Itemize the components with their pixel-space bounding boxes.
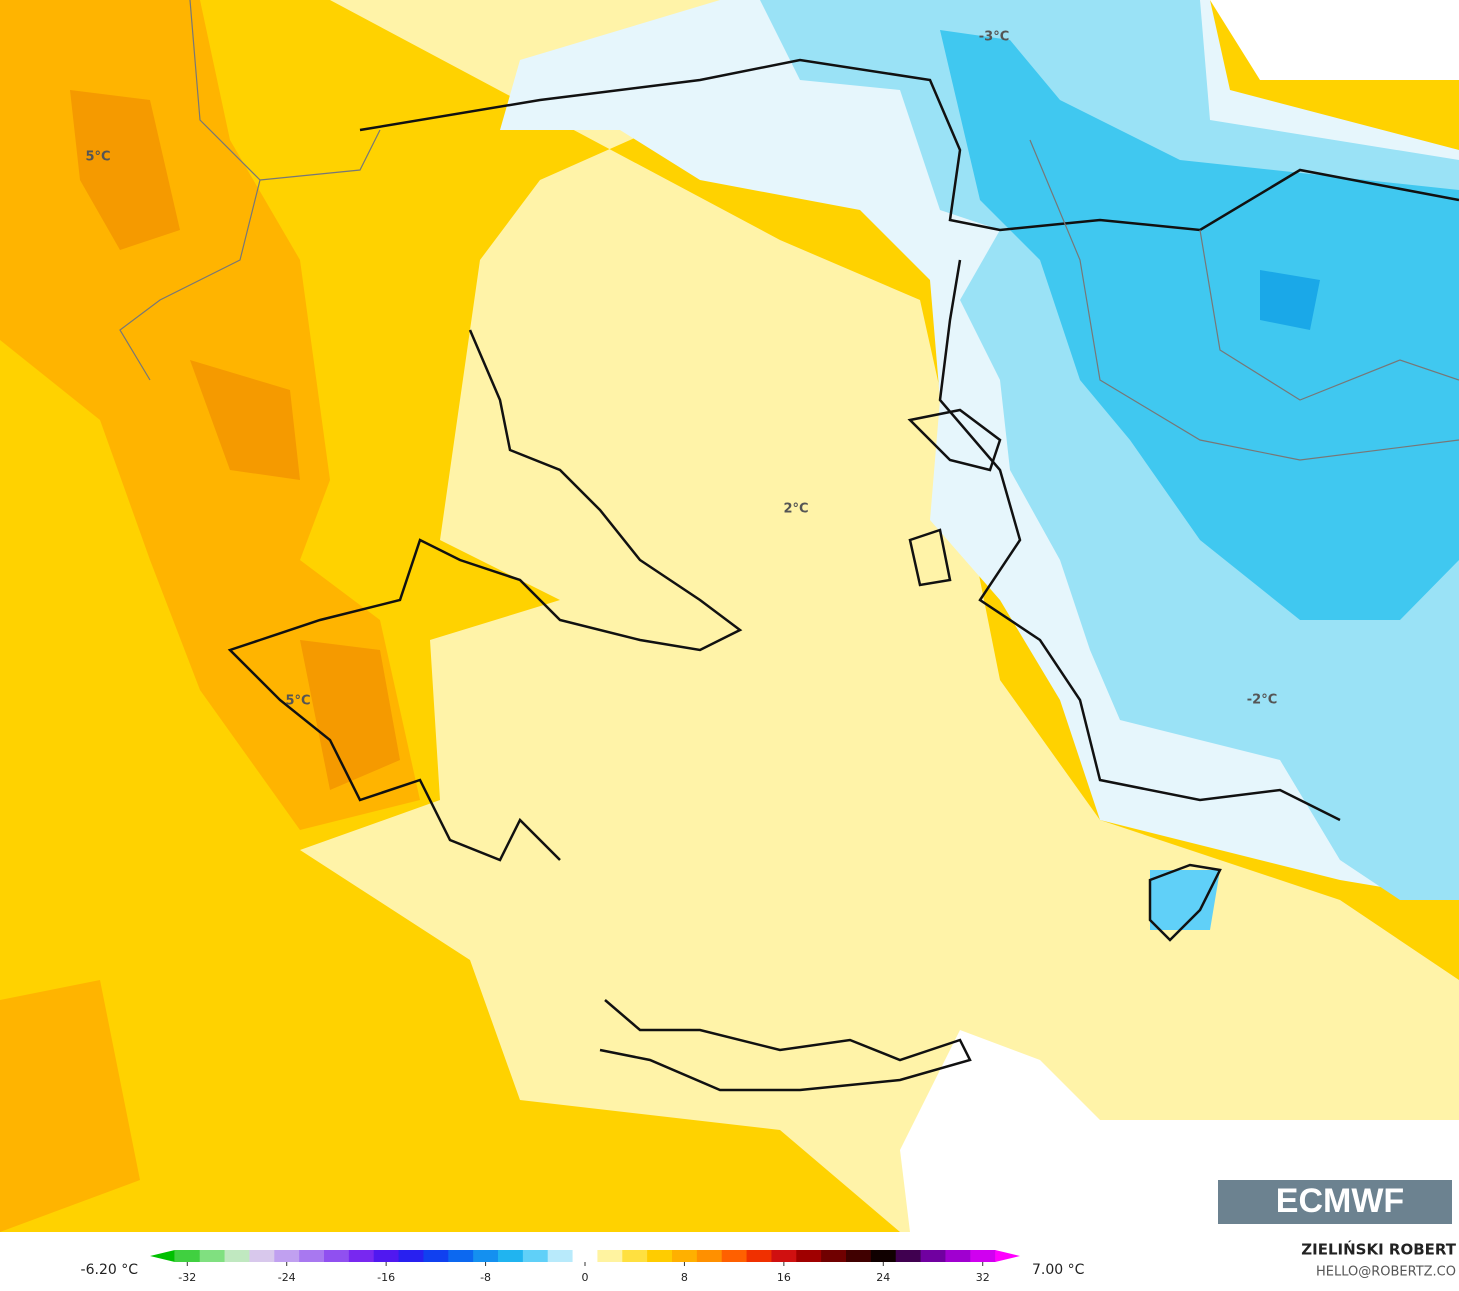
colorbar-segment: [448, 1250, 474, 1262]
colorbar-segment: [522, 1250, 549, 1262]
colorbar-segment: [324, 1250, 350, 1262]
colorbar-segment: [945, 1250, 971, 1262]
border: [1199, 229, 1459, 401]
colorbar-min: -6.20 °C: [81, 1262, 139, 1278]
colorbar-segment: [895, 1250, 922, 1262]
colorbar-segment: [348, 1250, 375, 1262]
author: ZIELIŃSKI ROBERT: [1301, 1240, 1456, 1259]
border: [1029, 139, 1459, 461]
field-dark-orange: [300, 640, 400, 790]
field-cold: [1150, 870, 1220, 930]
colorbar-segment: [647, 1250, 673, 1262]
contour-label: -2°C: [1247, 693, 1277, 708]
colorbar-segment: [672, 1250, 698, 1262]
border: [119, 0, 261, 381]
chios: [908, 528, 952, 587]
field-dark-orange: [70, 90, 180, 250]
field-dark-orange: [190, 360, 300, 480]
colorbar-segment: [274, 1250, 300, 1262]
coastline: [227, 329, 743, 862]
field-white: [1210, 0, 1459, 80]
colorbar-tick-label: 24: [876, 1271, 890, 1284]
colorbar-segment: [771, 1250, 797, 1262]
field-cold: [940, 30, 1459, 620]
colorbar-segment: [846, 1250, 872, 1262]
contour-label: 5°C: [285, 694, 310, 709]
colorbar-segment: [498, 1250, 524, 1262]
colorbar-segment: [572, 1250, 598, 1262]
logo-box: [1218, 1180, 1452, 1224]
field-orange: [0, 980, 140, 1232]
colorbar-tick-label: 16: [777, 1271, 791, 1284]
colorbar-segment: [423, 1250, 449, 1262]
contour-label: 5°C: [85, 150, 110, 165]
colorbar-segment: [373, 1250, 400, 1262]
colorbar-segment: [622, 1250, 648, 1262]
colorbar-segment: [746, 1250, 772, 1262]
lesbos: [907, 408, 1002, 472]
colorbar-segment: [970, 1250, 996, 1262]
border: [259, 129, 381, 181]
colorbar-segment: [995, 1250, 1020, 1262]
colorbar-tick-label: 32: [976, 1271, 990, 1284]
colorbar-segment: [199, 1250, 226, 1262]
colorbar-tick-label: -8: [480, 1271, 491, 1284]
colorbar-segment: [821, 1250, 847, 1262]
colorbar-segment: [597, 1250, 623, 1262]
colorbar-segment: [547, 1250, 574, 1262]
crete: [599, 999, 972, 1092]
colorbar-tick-label: 8: [681, 1271, 688, 1284]
colorbar-segment: [224, 1250, 250, 1262]
colorbar-segment: [174, 1250, 201, 1262]
colorbar-segment: [870, 1250, 897, 1262]
colorbar-segment: [249, 1250, 275, 1262]
colorbar-segment: [920, 1250, 946, 1262]
coastline: [938, 259, 1341, 822]
colorbar-tick-label: -16: [377, 1271, 395, 1284]
coastline: [359, 58, 1459, 232]
logo: ECMWF: [1276, 1182, 1404, 1220]
field-coldest: [1260, 270, 1320, 330]
colorbar-segment: [796, 1250, 822, 1262]
colorbar-tick-label: -32: [178, 1271, 196, 1284]
colorbar-segment: [398, 1250, 424, 1262]
colorbar-segment: [696, 1250, 723, 1262]
colorbar-max: 7.00 °C: [1032, 1262, 1085, 1278]
map: 5°C 2°C -3°C -2°C 5°C ECMWF: [0, 0, 1459, 1232]
colorbar-segment: [150, 1250, 175, 1262]
colorbar: -32 -24 -16 -8 0 8 16 24 32: [150, 1250, 1020, 1284]
contour-label: -3°C: [979, 30, 1009, 45]
contact: HELLO@ROBERTZ.CO: [1316, 1265, 1456, 1280]
colorbar-segment: [473, 1250, 499, 1262]
colorbar-tick-label: -24: [278, 1271, 296, 1284]
colorbar-segment: [299, 1250, 325, 1262]
contour-label: 2°C: [783, 502, 808, 517]
colorbar-tick-label: 0: [582, 1271, 589, 1284]
colorbar-segment: [721, 1250, 748, 1262]
rhodes: [1148, 863, 1222, 942]
